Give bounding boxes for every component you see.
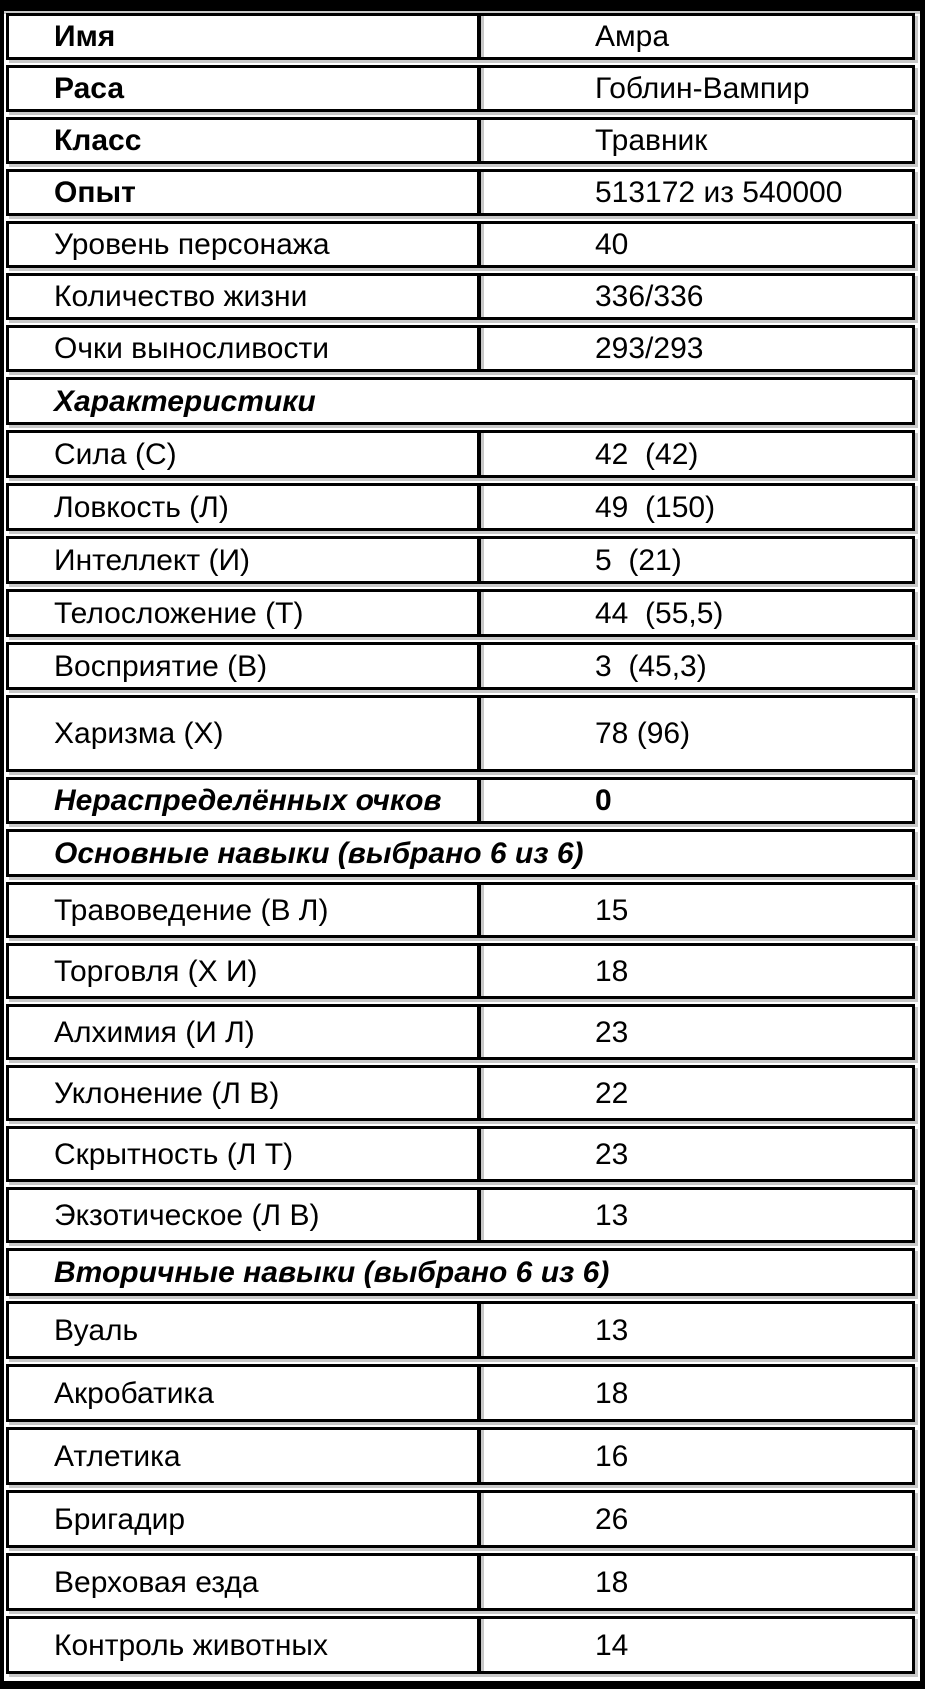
row-label: Торговля (Х И)	[54, 954, 258, 988]
row-label: Ловкость (Л)	[54, 490, 229, 524]
row-value: 0	[477, 780, 912, 821]
row-value: 14	[477, 1619, 912, 1671]
table-row: Восприятие (В) 3 (45,3)	[6, 642, 915, 690]
row-value: Гоблин-Вампир	[477, 68, 912, 109]
row-label: Очки выносливости	[54, 332, 329, 365]
table-row: Акробатика 18	[6, 1364, 915, 1422]
table-row: Бригадир 26	[6, 1490, 915, 1548]
table-row: Торговля (Х И) 18	[6, 943, 915, 999]
row-label: Вуаль	[54, 1313, 139, 1347]
row-value: 18	[477, 1556, 912, 1608]
row-value: 44 (55,5)	[477, 592, 912, 634]
table-row: Вуаль 13	[6, 1301, 915, 1359]
table-row: Раса Гоблин-Вампир	[6, 65, 915, 112]
row-value: 336/336	[477, 276, 912, 317]
section-header-label: Основные навыки (выбрано 6 из 6)	[54, 836, 584, 870]
table-row: Телосложение (Т) 44 (55,5)	[6, 589, 915, 637]
table-row: Класс Травник	[6, 117, 915, 164]
table-row: Травоведение (В Л) 15	[6, 882, 915, 938]
row-value: 18	[477, 1367, 912, 1419]
section-header-label: Характеристики	[54, 384, 316, 418]
table-row: Контроль животных 14	[6, 1616, 915, 1674]
row-label: Скрытность (Л Т)	[54, 1137, 294, 1171]
row-value: 26	[477, 1493, 912, 1545]
row-value: 15	[477, 885, 912, 935]
row-value: 5 (21)	[477, 539, 912, 581]
table-row: Уклонение (Л В) 22	[6, 1065, 915, 1121]
row-label: Акробатика	[54, 1376, 214, 1410]
row-label: Восприятие (В)	[54, 649, 268, 683]
row-label: Опыт	[54, 176, 136, 209]
row-label: Нераспределённых очков	[54, 784, 442, 817]
row-value: 42 (42)	[477, 433, 912, 475]
row-label: Класс	[54, 124, 142, 157]
row-label: Харизма (Х)	[54, 717, 224, 750]
row-label: Сила (С)	[54, 437, 177, 471]
table-row: Атлетика 16	[6, 1427, 915, 1485]
section-header-label: Вторичные навыки (выбрано 6 из 6)	[54, 1255, 610, 1289]
table-row: Количество жизни 336/336	[6, 273, 915, 320]
row-label: Телосложение (Т)	[54, 596, 304, 630]
row-label: Уровень персонажа	[54, 228, 330, 261]
table-row: Интеллект (И) 5 (21)	[6, 536, 915, 584]
row-value: 18	[477, 946, 912, 996]
table-row: Опыт 513172 из 540000	[6, 169, 915, 216]
row-value: 293/293	[477, 328, 912, 369]
row-label: Верховая езда	[54, 1565, 259, 1599]
row-label: Раса	[54, 72, 125, 105]
row-value: 3 (45,3)	[477, 645, 912, 687]
table-row: Сила (С) 42 (42)	[6, 430, 915, 478]
table-row: Нераспределённых очков 0	[6, 777, 915, 824]
table-row: Харизма (Х) 78 (96)	[6, 695, 915, 772]
table-row: Алхимия (И Л) 23	[6, 1004, 915, 1060]
row-label: Контроль животных	[54, 1628, 328, 1662]
table-row: Очки выносливости 293/293	[6, 325, 915, 372]
row-value: Травник	[477, 120, 912, 161]
row-value: 23	[477, 1007, 912, 1057]
row-label: Количество жизни	[54, 280, 308, 313]
row-value: 49 (150)	[477, 486, 912, 528]
section-header-row: Основные навыки (выбрано 6 из 6)	[6, 829, 915, 877]
row-label: Атлетика	[54, 1439, 181, 1473]
row-value: 16	[477, 1430, 912, 1482]
table-row: Имя Амра	[6, 13, 915, 60]
row-label: Травоведение (В Л)	[54, 893, 329, 927]
table-row: Скрытность (Л Т) 23	[6, 1126, 915, 1182]
row-value: 22	[477, 1068, 912, 1118]
row-label: Экзотическое (Л В)	[54, 1198, 320, 1232]
row-value: 78 (96)	[477, 698, 912, 769]
row-value: 23	[477, 1129, 912, 1179]
table-row: Ловкость (Л) 49 (150)	[6, 483, 915, 531]
row-label: Уклонение (Л В)	[54, 1076, 280, 1110]
table-row: Уровень персонажа 40	[6, 221, 915, 268]
section-header-row: Характеристики	[6, 377, 915, 425]
section-header-row: Вторичные навыки (выбрано 6 из 6)	[6, 1248, 915, 1296]
row-value: 513172 из 540000	[477, 172, 912, 213]
table-row: Экзотическое (Л В) 13	[6, 1187, 915, 1243]
row-value: 13	[477, 1304, 912, 1356]
row-label: Интеллект (И)	[54, 543, 250, 577]
row-label: Алхимия (И Л)	[54, 1015, 255, 1049]
row-value: Амра	[477, 16, 912, 57]
row-value: 40	[477, 224, 912, 265]
table-row: Верховая езда 18	[6, 1553, 915, 1611]
row-label: Бригадир	[54, 1502, 186, 1536]
row-value: 13	[477, 1190, 912, 1240]
row-label: Имя	[54, 20, 116, 53]
